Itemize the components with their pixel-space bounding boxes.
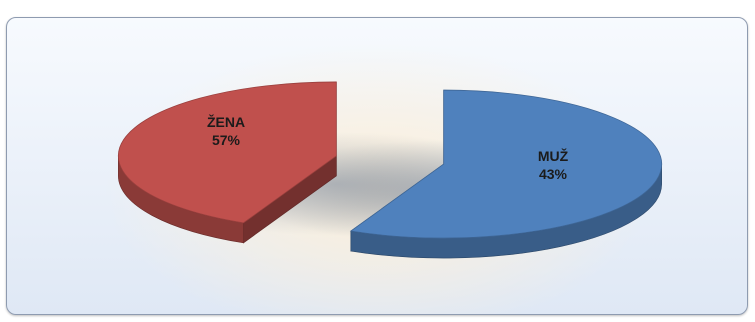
- slice-label-value-0: 57%: [212, 132, 241, 148]
- chart-frame: ŽENA 57% MUŽ 43%: [6, 17, 748, 315]
- pie-chart: ŽENA 57% MUŽ 43%: [117, 81, 663, 259]
- pie-slice-1: [117, 81, 337, 224]
- slice-label-category-0: ŽENA: [207, 113, 245, 130]
- slice-label-value-1: 43%: [539, 166, 568, 182]
- pie-slice-0: [349, 89, 663, 239]
- slice-label-category-1: MUŽ: [538, 147, 569, 164]
